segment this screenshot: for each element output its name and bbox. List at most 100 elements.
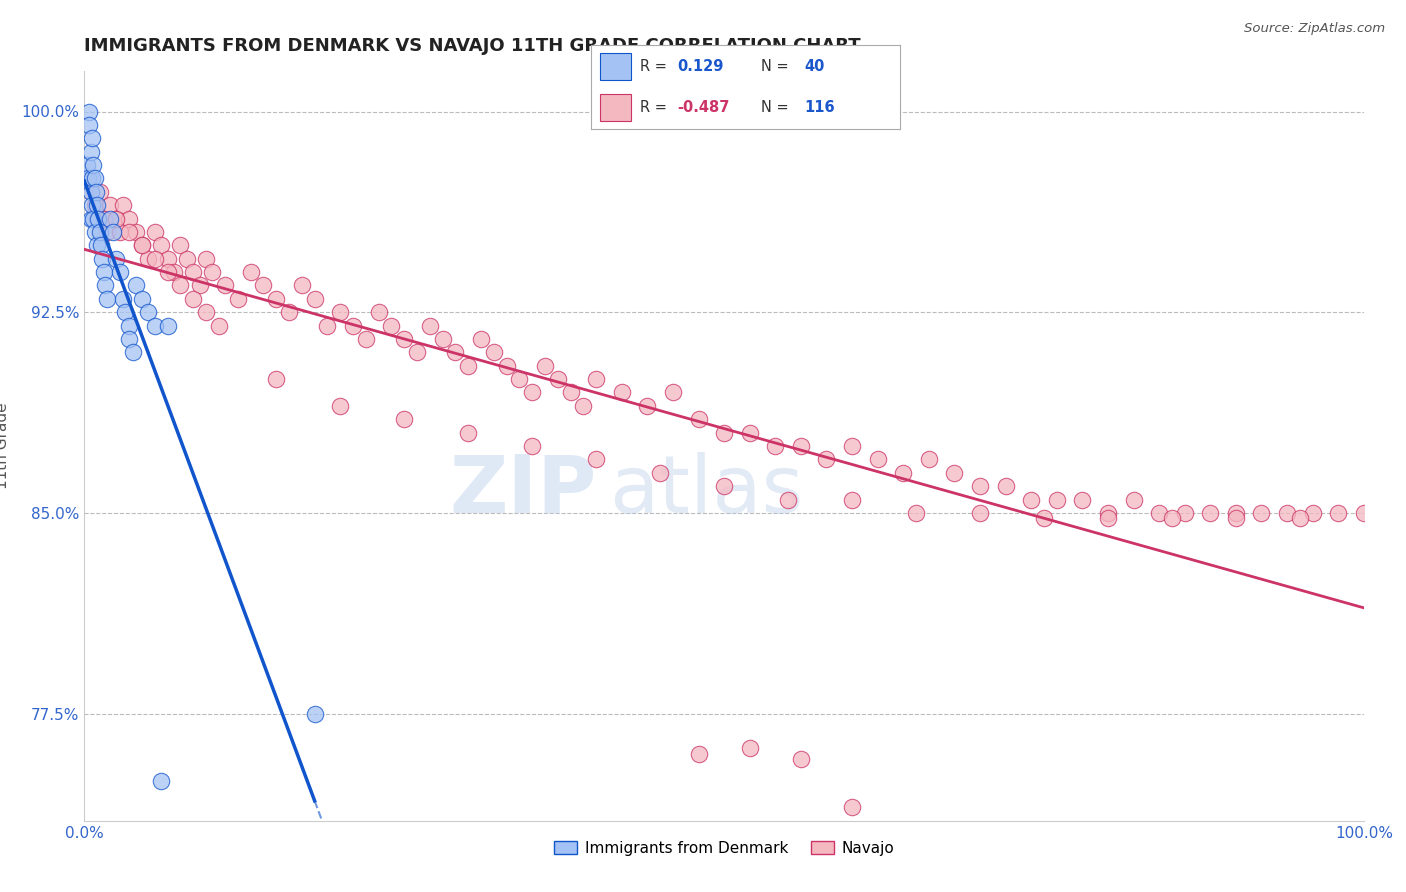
Point (90, 238, 112, 252)
Point (1046, 492, 1069, 507)
Point (86, 198, 108, 212)
Point (181, 292, 204, 306)
Point (98, 198, 121, 212)
Point (1302, 506, 1324, 520)
Point (156, 252, 179, 266)
Text: 116: 116 (804, 100, 835, 115)
Point (905, 506, 928, 520)
Point (495, 359, 517, 373)
Text: -0.487: -0.487 (678, 100, 730, 115)
Point (520, 439, 543, 453)
Point (291, 278, 314, 293)
Point (636, 399, 658, 413)
Point (763, 439, 786, 453)
Point (122, 345, 145, 359)
Point (1122, 492, 1144, 507)
Point (138, 305, 160, 319)
Text: Source: ZipAtlas.com: Source: ZipAtlas.com (1244, 22, 1385, 36)
Point (1174, 506, 1197, 520)
Point (86, 238, 108, 252)
Point (79, 118, 101, 132)
Point (87, 211, 110, 226)
Text: R =: R = (640, 100, 666, 115)
Point (105, 252, 128, 266)
Point (96, 292, 118, 306)
Point (1147, 506, 1170, 520)
Point (101, 225, 124, 239)
Point (93, 211, 115, 226)
Point (994, 479, 1017, 493)
Point (1353, 506, 1375, 520)
Point (131, 292, 153, 306)
Point (380, 318, 402, 333)
Point (80, 185, 103, 199)
Point (1327, 506, 1350, 520)
Point (688, 412, 710, 426)
Point (77, 171, 100, 186)
Point (841, 492, 863, 507)
Point (111, 292, 134, 306)
Text: atlas: atlas (609, 452, 803, 530)
Point (93, 265, 115, 279)
Point (252, 278, 274, 293)
Point (547, 372, 569, 386)
Point (419, 318, 441, 333)
Text: 0.129: 0.129 (678, 59, 724, 74)
Point (143, 252, 166, 266)
Point (80, 131, 103, 145)
Point (329, 305, 352, 319)
Text: R =: R = (640, 59, 666, 74)
Point (226, 292, 249, 306)
Point (969, 506, 991, 520)
Point (508, 372, 530, 386)
Bar (600, 54, 631, 80)
Point (80, 211, 103, 226)
Text: ZIP: ZIP (449, 452, 596, 530)
Point (80, 198, 103, 212)
Point (118, 211, 141, 226)
Point (891, 466, 914, 480)
Point (1160, 511, 1182, 525)
Point (304, 706, 326, 721)
Point (432, 332, 454, 346)
Point (1071, 492, 1094, 507)
Point (156, 265, 179, 279)
Legend: Immigrants from Denmark, Navajo: Immigrants from Denmark, Navajo (548, 834, 900, 862)
Point (969, 479, 991, 493)
Point (713, 425, 735, 440)
Point (264, 372, 288, 386)
Point (790, 752, 813, 766)
Point (841, 800, 863, 814)
Point (278, 305, 301, 319)
Point (84, 185, 107, 199)
Point (118, 318, 141, 333)
Point (342, 318, 364, 333)
Point (457, 359, 479, 373)
Point (841, 439, 863, 453)
Point (194, 252, 217, 266)
Y-axis label: 11th Grade: 11th Grade (0, 402, 10, 490)
Point (943, 466, 966, 480)
Point (94, 278, 117, 293)
Point (114, 305, 136, 319)
Point (150, 773, 173, 788)
Point (156, 318, 179, 333)
Point (1019, 492, 1042, 507)
Point (738, 741, 761, 756)
Point (815, 452, 838, 467)
Point (1032, 511, 1054, 525)
Point (98, 211, 121, 226)
Point (688, 747, 710, 761)
Point (329, 399, 352, 413)
Point (394, 332, 416, 346)
Point (194, 305, 217, 319)
Point (264, 292, 288, 306)
Point (585, 452, 607, 467)
Point (208, 318, 231, 333)
Point (124, 278, 146, 293)
Point (80, 171, 103, 186)
Point (534, 359, 557, 373)
Point (118, 225, 141, 239)
Point (214, 278, 236, 293)
Point (560, 385, 582, 400)
